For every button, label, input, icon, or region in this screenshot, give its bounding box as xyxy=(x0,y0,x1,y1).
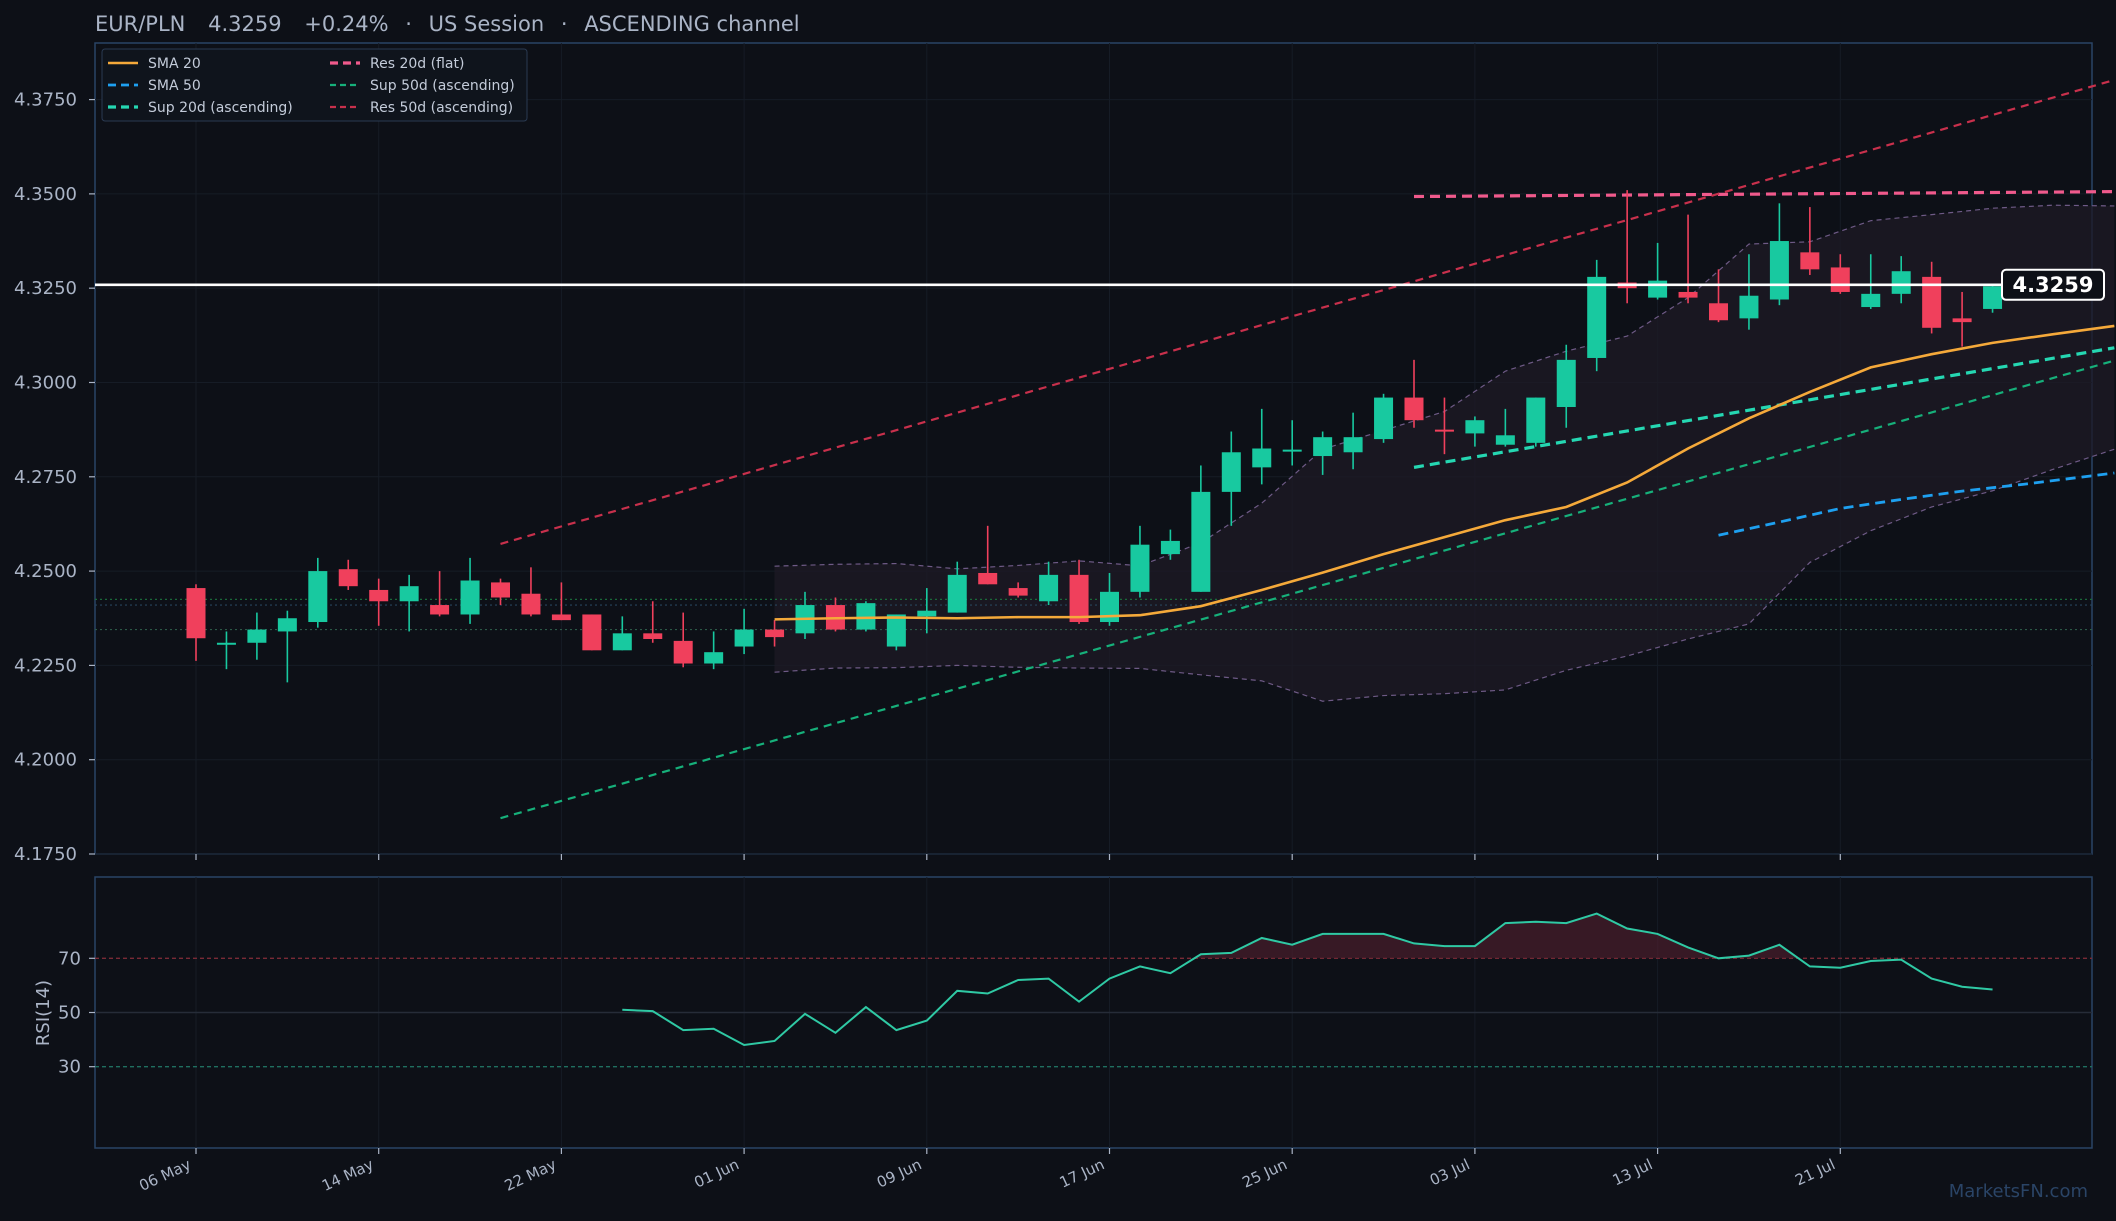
rsi-axis-label: RSI(14) xyxy=(33,980,54,1046)
candle-body xyxy=(1313,437,1332,456)
y-tick-label: 4.3500 xyxy=(14,184,77,205)
candle-body xyxy=(1344,437,1363,452)
legend-label: Res 50d (ascending) xyxy=(370,100,513,116)
candle-body xyxy=(339,569,358,586)
rsi-tick-label: 50 xyxy=(58,1003,81,1024)
candle-body xyxy=(1831,267,1850,292)
candle-body xyxy=(1648,281,1667,298)
candle-body xyxy=(674,641,693,664)
legend-label: Sup 50d (ascending) xyxy=(370,78,515,94)
candle-body xyxy=(1770,241,1789,299)
candle-body xyxy=(308,571,327,622)
candle-body xyxy=(1679,292,1698,298)
candle-body xyxy=(400,586,419,601)
candle-body xyxy=(1435,430,1454,432)
legend-label: SMA 50 xyxy=(148,78,201,94)
candle-body xyxy=(948,575,967,613)
price-label: 4.3259 xyxy=(208,12,281,36)
candle-body xyxy=(1009,588,1028,596)
y-tick-label: 4.2250 xyxy=(14,655,77,676)
candle-body xyxy=(1374,398,1393,439)
y-tick-label: 4.3000 xyxy=(14,372,77,393)
candle-body xyxy=(1526,398,1545,443)
channel-label: ASCENDING channel xyxy=(584,12,799,36)
candle-body xyxy=(735,630,754,647)
y-tick-label: 4.3250 xyxy=(14,278,77,299)
candle-body xyxy=(430,605,449,614)
y-tick-label: 4.2000 xyxy=(14,750,77,771)
legend-label: Sup 20d (ascending) xyxy=(148,100,293,116)
candle-body xyxy=(1070,575,1089,622)
pair-label: EUR/PLN xyxy=(95,12,185,36)
candle-body xyxy=(1739,296,1758,319)
candle-body xyxy=(552,614,571,620)
candle-body xyxy=(1861,294,1880,307)
candle-body xyxy=(1892,271,1911,294)
candle-body xyxy=(1496,435,1515,444)
candle-body xyxy=(217,643,236,645)
candle-body xyxy=(1222,452,1241,492)
candle-body xyxy=(643,633,662,639)
candle-body xyxy=(461,581,480,615)
rsi-tick-label: 70 xyxy=(58,948,81,969)
legend-label: Res 20d (flat) xyxy=(370,56,464,72)
candle-body xyxy=(521,594,540,615)
candle-body xyxy=(917,611,936,617)
change-label: +0.24% xyxy=(304,12,388,36)
candle-body xyxy=(278,618,297,631)
candle-body xyxy=(856,603,875,629)
candle-body xyxy=(1252,449,1271,468)
candle-body xyxy=(704,652,723,663)
session-label: US Session xyxy=(429,12,545,36)
candle-body xyxy=(1130,545,1149,592)
candle-body xyxy=(613,633,632,650)
separator: · xyxy=(561,12,568,36)
legend-label: SMA 20 xyxy=(148,56,201,72)
y-tick-label: 4.1750 xyxy=(14,844,77,865)
candle-body xyxy=(1587,277,1606,358)
candle-body xyxy=(887,614,906,646)
candle-body xyxy=(491,582,510,597)
y-tick-label: 4.3750 xyxy=(14,90,77,111)
candle-body xyxy=(1283,450,1302,452)
candle-body xyxy=(1953,318,1972,322)
y-tick-label: 4.2500 xyxy=(14,561,77,582)
candle-body xyxy=(1405,398,1424,421)
legend: SMA 20 Res 20d (flat) SMA 50 Sup 50d (ascen… xyxy=(102,49,527,121)
candle-body xyxy=(1557,360,1576,407)
candle-body xyxy=(1039,575,1058,601)
y-tick-label: 4.2750 xyxy=(14,467,77,488)
candle-body xyxy=(1161,541,1180,554)
candle-body xyxy=(1709,303,1728,320)
rsi-tick-label: 30 xyxy=(58,1057,81,1078)
candle-body xyxy=(765,630,784,638)
separator: · xyxy=(405,12,412,36)
candle-body xyxy=(369,590,388,601)
candle-body xyxy=(187,588,206,638)
candle-body xyxy=(1800,252,1819,269)
price-tag-label: 4.3259 xyxy=(2012,273,2093,297)
candle-body xyxy=(1191,492,1210,592)
candle-body xyxy=(1983,286,2002,309)
candle-body xyxy=(1465,420,1484,433)
candle-body xyxy=(247,630,266,643)
watermark: MarketsFN.com xyxy=(1949,1181,2088,1202)
candle-body xyxy=(582,614,601,650)
candle-body xyxy=(978,573,997,584)
